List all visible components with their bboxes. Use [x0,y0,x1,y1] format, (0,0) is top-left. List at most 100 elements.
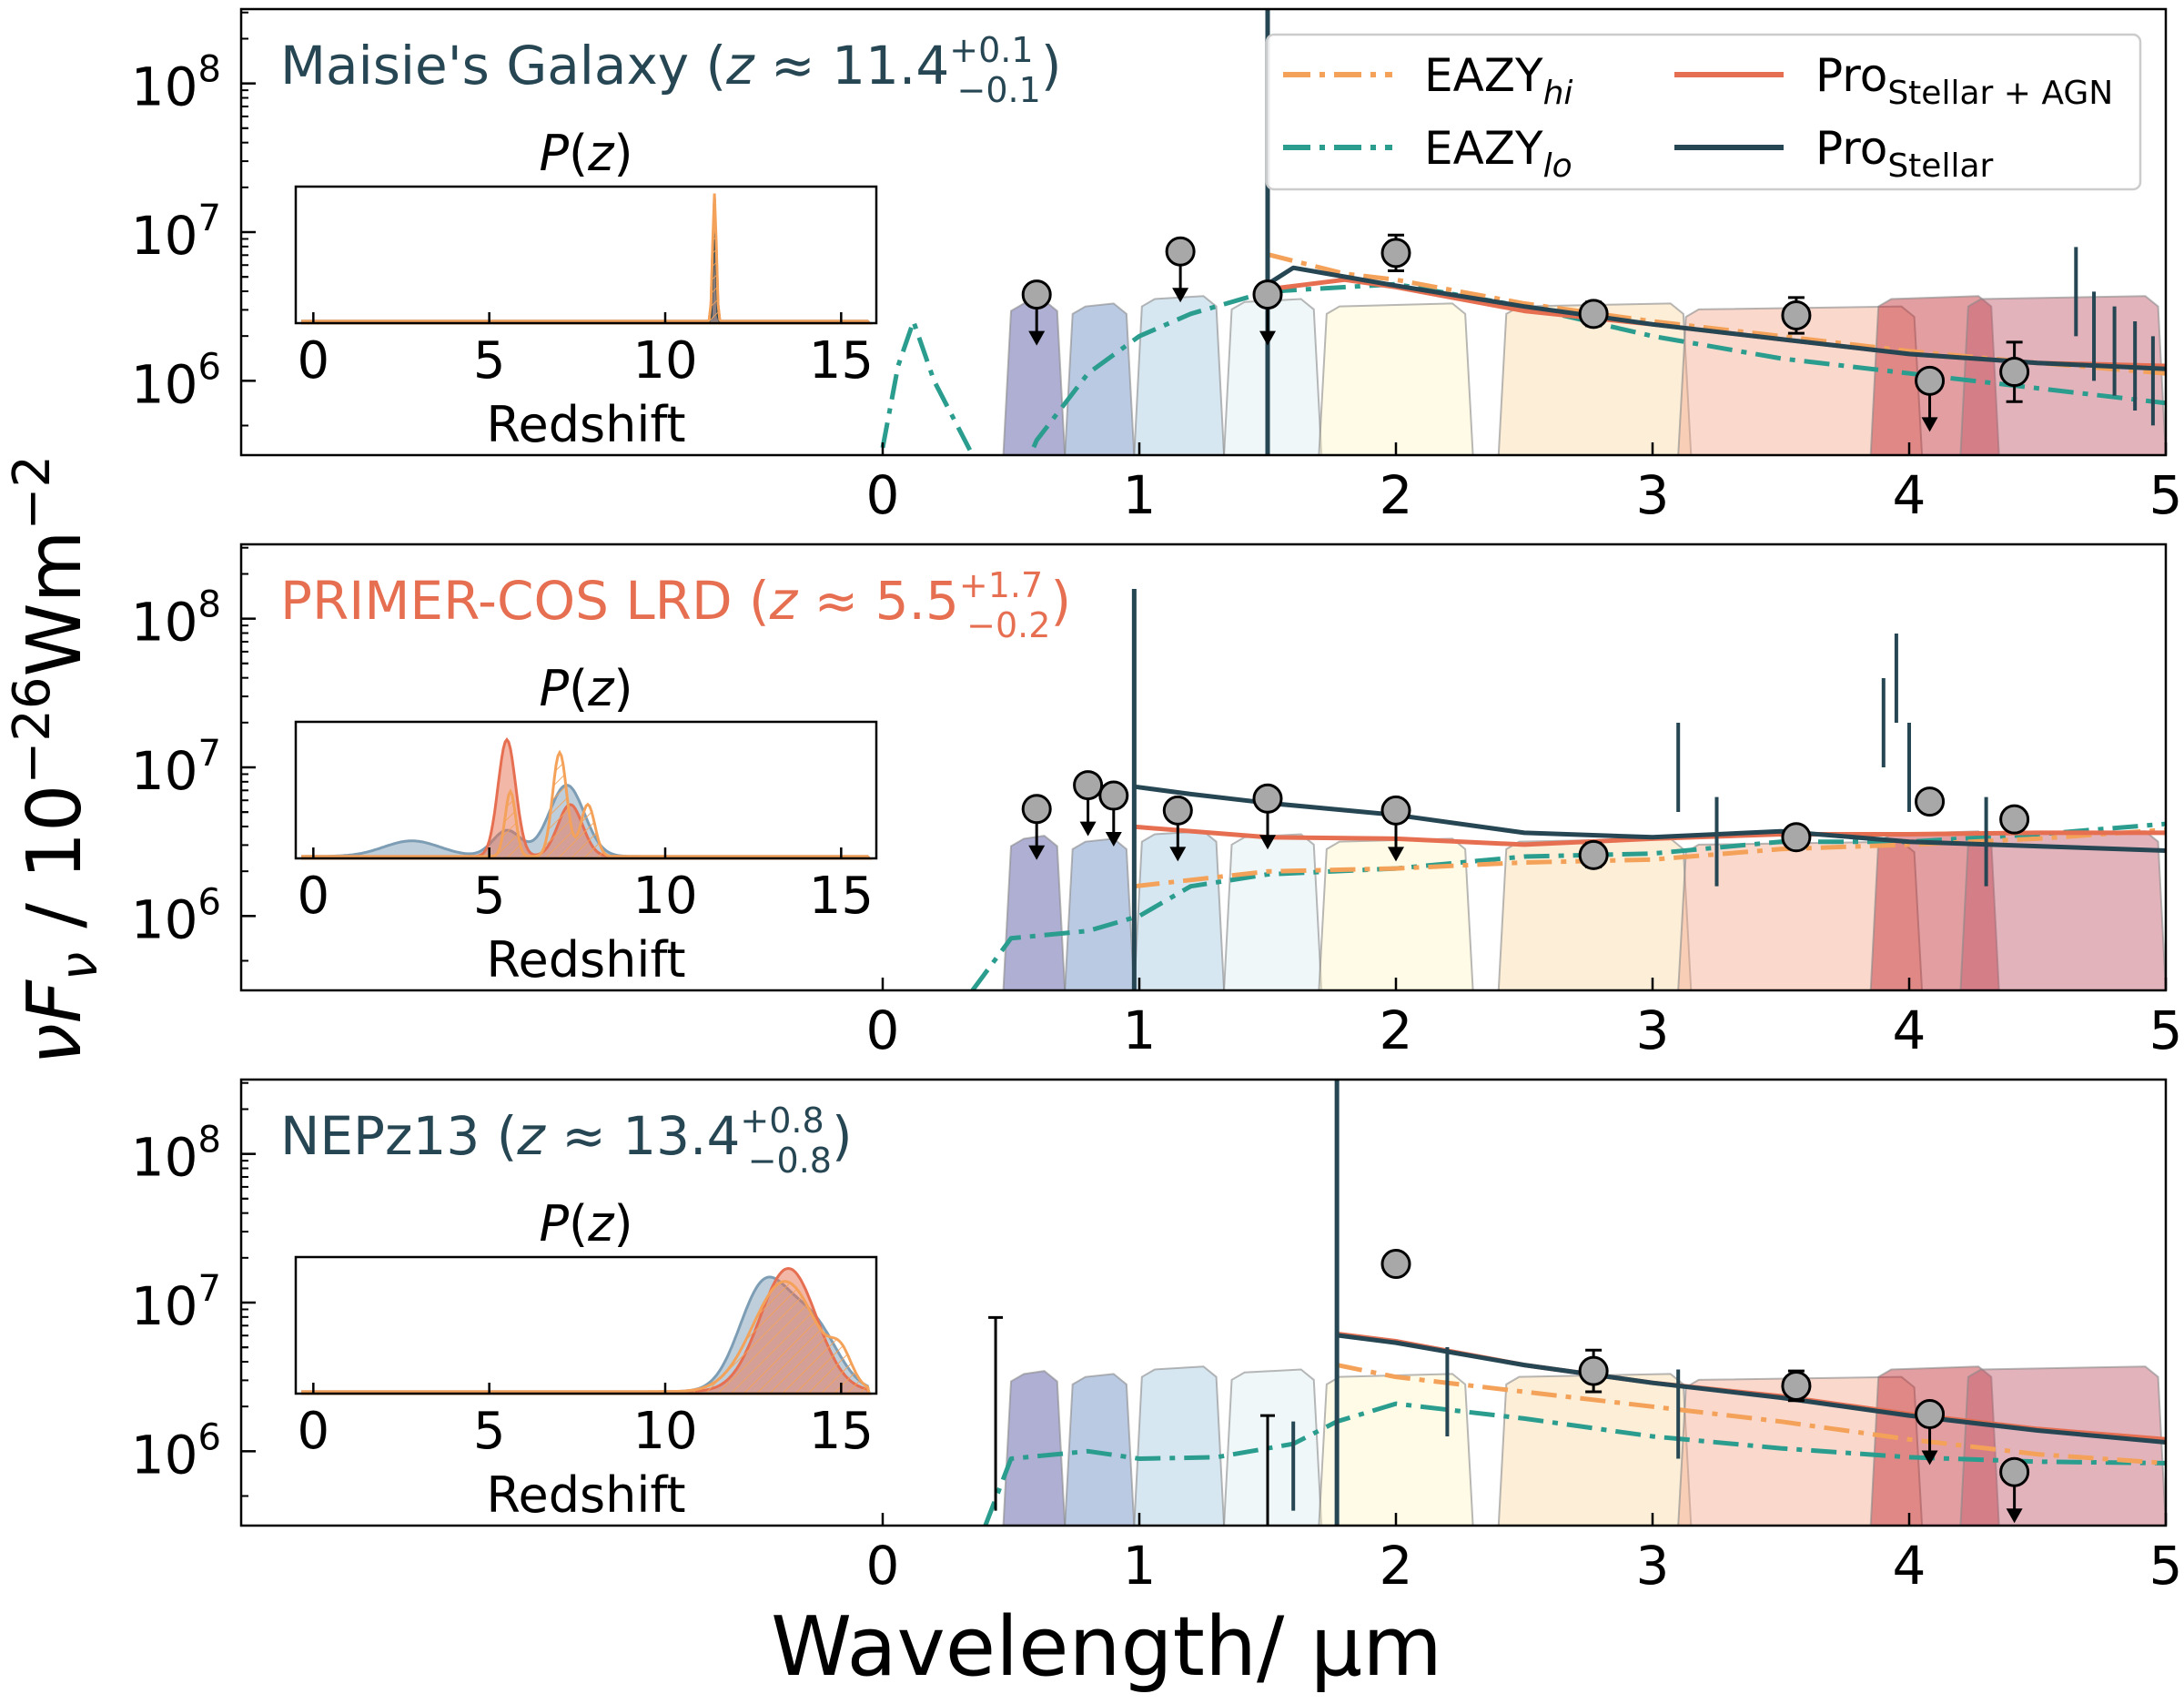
x-tick-label: 5 [2149,464,2183,526]
plot-area [983,1080,2166,1526]
x-tick-label: 0 [866,1535,900,1597]
x-tick-label: 4 [1893,464,1926,526]
upper-limit-head [1388,847,1404,862]
photometry-point [1380,795,1411,826]
y-tick-label: 108 [131,584,221,654]
upper-limit-head [1105,832,1122,847]
photometry-point [1915,365,1946,396]
upper-limit-head [1921,417,1938,432]
x-tick-label: 1 [1123,1535,1157,1597]
filter-band [1002,835,1067,990]
photometry-point [1578,299,1609,330]
photometry-point [1073,770,1104,801]
y-tick-label: 107 [131,198,221,267]
filter-band [1318,302,1474,455]
x-tick-label: 1 [1123,464,1157,526]
upper-limit-head [1028,845,1046,860]
pz-curve [301,204,873,325]
upper-limit-head [1921,1450,1938,1466]
photometry-point [1162,795,1193,826]
photometry-point [1999,804,2030,835]
pz-x-tick-label: 15 [809,331,874,390]
photometry-point [1999,1456,2030,1487]
panel-title: Maisie's Galaxy (z ≈ 11.4+0.1 −0.1) [280,30,1061,110]
photometry-point [1781,822,1812,853]
x-tick-label: 4 [1893,1535,1926,1597]
panel-title: PRIMER-COS LRD (z ≈ 5.5+1.7 −0.2) [280,565,1071,645]
pz-xlabel: Redshift [486,396,685,453]
sed-panel-3: 0 1 2 3 4 5 106 107 108 NEPz13 (z ≈ 13.4+0.8 −0.8)… [131,1078,2183,1597]
filter-band [1318,837,1474,990]
eazy-lo-line [880,281,2166,455]
filter-band [1497,302,1693,455]
photometry-point [1915,786,1946,817]
legend: EAZYhi EAZYlo ProStellar + AGN ProStellar [1265,33,2142,191]
x-tick-label: 4 [1893,999,1926,1061]
pz-xlabel: Redshift [486,931,685,989]
legend-label: EAZYlo [1424,122,1572,185]
upper-limit-head [1259,835,1276,850]
filter-band [1064,302,1136,455]
x-tick-label: 0 [866,999,900,1061]
upper-limit-head [1079,821,1097,837]
y-tick-label: 107 [131,1268,221,1337]
x-tick-label: 1 [1123,999,1157,1061]
pz-x-tick-label: 0 [298,331,330,390]
pz-curve [301,1280,872,1395]
filter-band [1064,1373,1136,1526]
upper-limit-head [1028,330,1046,346]
filter-band [1002,1370,1067,1526]
x-tick-label: 5 [2149,1535,2183,1597]
filter-band [1959,1365,2166,1526]
upper-limit-head [1169,847,1187,862]
photometry-point [1021,279,1052,310]
legend-label: EAZYhi [1424,49,1572,112]
filter-band [1223,833,1323,990]
photometry-point [1380,238,1411,269]
pz-x-tick-label: 10 [632,331,697,390]
photometry-point [1165,236,1196,267]
photometry-point [1781,1370,1812,1401]
filter-band [1223,298,1323,455]
pz-x-tick-label: 5 [473,867,506,926]
legend-box [1265,33,2142,191]
photometry-point [1781,299,1812,330]
eazy-hi-line [1336,1363,2166,1466]
sed-panel-1: 0 1 2 3 4 5 106 107 108 Maisie's Galaxy (z ≈ 11.4… [131,7,2183,526]
pz-x-tick-label: 15 [809,1402,874,1461]
x-tick-label: 2 [1380,464,1413,526]
upper-limit-head [1259,330,1276,346]
pro-stellar-line [1336,1333,2166,1445]
panel-title: NEPz13 (z ≈ 13.4+0.8 −0.8) [280,1100,853,1181]
photometry-point [1252,279,1283,310]
pz-x-tick-label: 15 [809,867,874,926]
sed-panel-2: 0 1 2 3 4 5 106 107 108 PRIMER-COS LRD (z ≈ 5.5+1… [131,543,2183,1061]
pro-stellar-line [1134,784,2166,853]
x-tick-label: 2 [1380,999,1413,1061]
pz-curve [301,198,873,325]
filter-band [1133,295,1226,455]
pz-curve [301,193,873,325]
plot-area [880,9,2166,455]
photometry-point [1098,780,1129,811]
upper-limit-head [1172,288,1189,303]
filter-band [1223,1368,1323,1526]
y-tick-label: 106 [131,881,221,950]
y-tick-label: 108 [131,1120,221,1189]
pz-curve [301,749,873,860]
x-axis-label: Wavelength/ µm [771,1599,1442,1695]
filter-band [1133,1365,1226,1526]
legend-label: ProStellar + AGN [1815,49,2113,112]
pz-frame [294,185,878,325]
pz-title: P(z) [539,1195,632,1253]
pz-frame [294,1255,878,1395]
filter-band [1497,1373,1693,1526]
x-tick-label: 5 [2149,999,2183,1061]
pz-x-tick-label: 0 [298,867,330,926]
pz-title: P(z) [539,660,632,717]
pz-x-tick-label: 10 [632,867,697,926]
photometry-point [1915,1399,1946,1429]
photometry-point [1021,794,1052,825]
pz-inset: P(z) 0 5 10 15 Redshift [294,125,878,453]
y-tick-label: 107 [131,733,221,802]
